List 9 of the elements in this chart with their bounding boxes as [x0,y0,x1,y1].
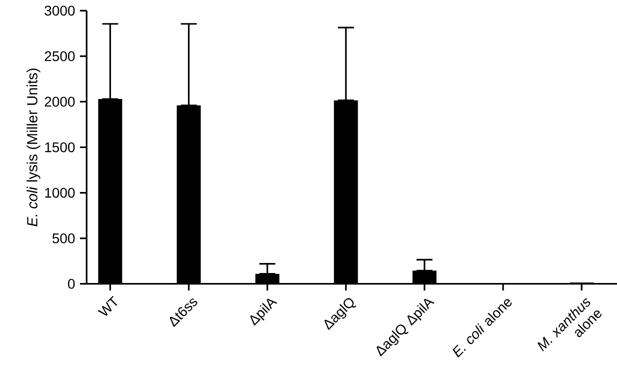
y-tick-label: 1500 [45,142,75,152]
y-tick-label: 2000 [44,96,75,107]
y-tick-label: 2500 [44,51,75,62]
y-axis-title: E. coli lysis (Miller Units) [26,68,40,226]
x-tick-label: WT [98,296,118,316]
y-tick-label: 0 [68,279,75,289]
y-tick-label: 500 [52,233,75,244]
y-tick-label: 3000 [44,6,75,16]
y-tick-label: 1000 [45,188,75,198]
